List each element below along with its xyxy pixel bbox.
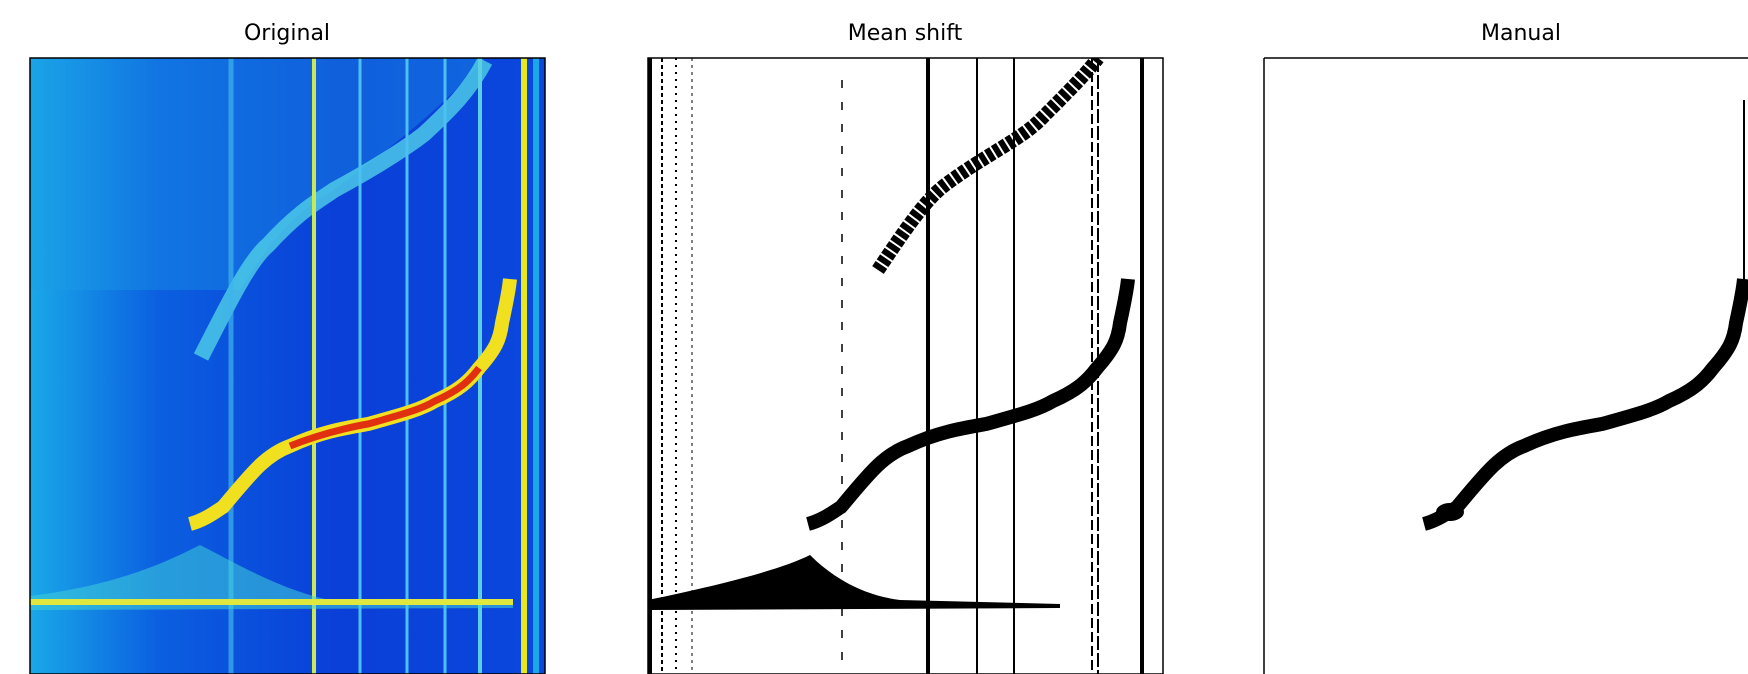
horizontal-band: [648, 555, 1060, 610]
upper-region: [30, 58, 485, 290]
main-track-core: [288, 365, 482, 450]
manual-image: [1264, 58, 1748, 674]
mean-shift-image: [648, 58, 1163, 674]
panel-title: Mean shift: [848, 21, 963, 46]
image-background: [30, 58, 545, 674]
upper-track: [193, 58, 493, 361]
image-background: [1264, 58, 1748, 674]
main-track: [805, 278, 1135, 531]
main-track: [1421, 278, 1748, 531]
panel-frame: [29, 57, 546, 674]
horizontal-band: [30, 545, 513, 610]
panel-title: Original: [244, 21, 330, 46]
original-image: [30, 58, 545, 674]
panel-title: Manual: [1481, 21, 1561, 46]
image-background: [648, 58, 1163, 674]
upper-track: [872, 58, 1104, 274]
track-blob: [1436, 503, 1464, 521]
panel-frame: [647, 57, 1164, 674]
